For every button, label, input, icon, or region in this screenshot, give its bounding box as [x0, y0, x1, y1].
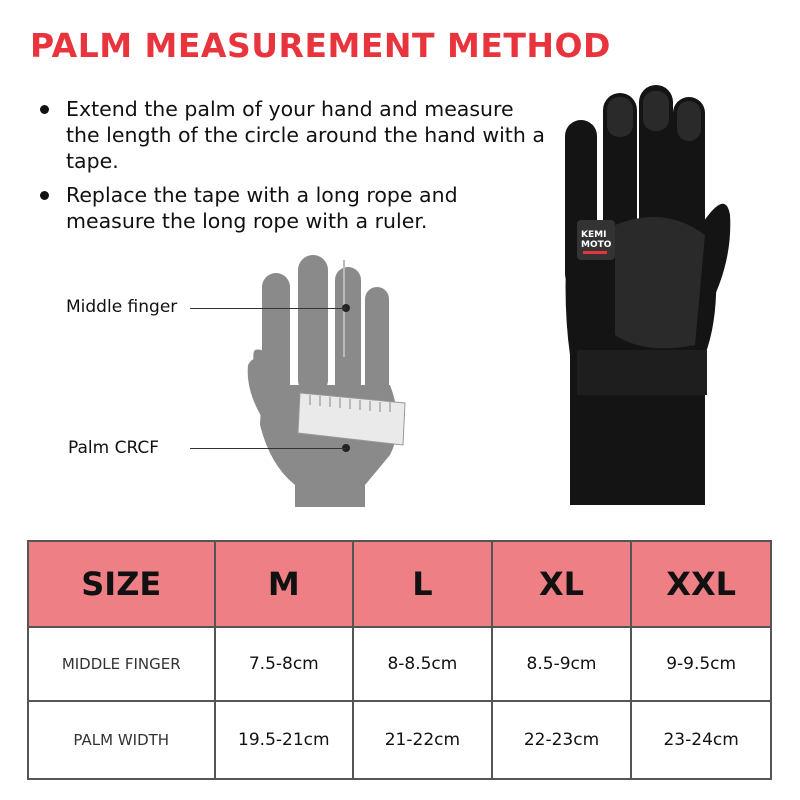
table-cell: 21-22cm [352, 700, 493, 780]
svg-text:MOTO: MOTO [581, 240, 612, 250]
header-l: L [352, 540, 493, 628]
svg-text:KEMI: KEMI [581, 230, 606, 240]
header-xl: XL [490, 540, 633, 628]
table-cell: 8-8.5cm [352, 626, 493, 702]
header-xxl: XXL [630, 540, 772, 628]
header-m: M [213, 540, 355, 628]
table-cell: 23-24cm [630, 700, 772, 780]
middle-finger-label: Middle finger [66, 297, 178, 317]
table-cell: 22-23cm [490, 700, 633, 780]
row-label: MIDDLE FINGER [27, 626, 216, 702]
instruction-item: Extend the palm of your hand and measure… [40, 96, 550, 174]
palm-crcf-label: Palm CRCF [68, 438, 160, 458]
page-title: PALM MEASUREMENT METHOD [30, 26, 611, 65]
hand-measurement-illustration [247, 255, 406, 507]
table-cell: 19.5-21cm [213, 700, 355, 780]
table-header-row: SIZE M L XL XXL [27, 540, 772, 628]
table-cell: 8.5-9cm [490, 626, 633, 702]
palm-leader-line [190, 448, 346, 449]
size-chart-table: SIZE M L XL XXL MIDDLE FINGER 7.5-8cm 8-… [27, 540, 772, 780]
instructions-list: Extend the palm of your hand and measure… [40, 96, 550, 242]
row-label: PALM WIDTH [27, 700, 216, 780]
glove-product-image: KEMI MOTO [565, 85, 731, 505]
instruction-item: Replace the tape with a long rope and me… [40, 182, 550, 234]
table-cell: 9-9.5cm [630, 626, 772, 702]
header-size: SIZE [27, 540, 216, 628]
table-row: MIDDLE FINGER 7.5-8cm 8-8.5cm 8.5-9cm 9-… [27, 626, 772, 702]
middle-finger-leader-line [190, 308, 346, 309]
table-cell: 7.5-8cm [213, 626, 355, 702]
kemimoto-logo: KEMI MOTO [577, 220, 615, 260]
table-row: PALM WIDTH 19.5-21cm 21-22cm 22-23cm 23-… [27, 700, 772, 780]
tape-measure [297, 392, 406, 446]
